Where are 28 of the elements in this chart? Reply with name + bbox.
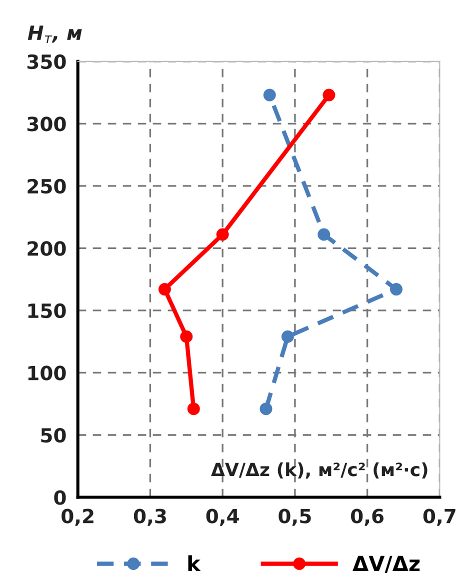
y-tick-label: 50 — [41, 428, 66, 443]
x-tick-label: 0,2 — [62, 508, 94, 526]
x-tick-label: 0,3 — [134, 508, 166, 526]
point — [263, 88, 276, 102]
x-axis-title: ΔV/Δz (k), м²/с² (м²·с) — [211, 462, 428, 479]
point — [216, 228, 229, 241]
x-tick-label: 0,6 — [351, 508, 384, 526]
legend-label: k — [188, 555, 201, 572]
y-axis-title: H$_{т}$, м — [28, 26, 82, 44]
point — [390, 283, 403, 296]
y-tick-label: 0 — [54, 490, 66, 505]
x-tick-label: 0,4 — [206, 508, 239, 526]
y-tick-label: 300 — [27, 116, 66, 132]
point — [260, 402, 272, 416]
x-tick-label: 0,5 — [278, 508, 311, 526]
y-tick-label: 200 — [28, 241, 66, 256]
point — [158, 283, 171, 296]
point — [180, 330, 193, 343]
point — [187, 402, 200, 416]
point — [318, 228, 330, 241]
legend-label: ΔV/Δz — [352, 556, 420, 573]
y-tick-label: 250 — [28, 178, 66, 194]
point — [322, 88, 336, 102]
y-tick-label: 350 — [27, 54, 66, 70]
point — [281, 330, 294, 343]
y-tick-label: 150 — [28, 303, 66, 318]
y-tick-label: 100 — [28, 366, 66, 380]
x-tick-label: 0,7 — [423, 508, 456, 526]
